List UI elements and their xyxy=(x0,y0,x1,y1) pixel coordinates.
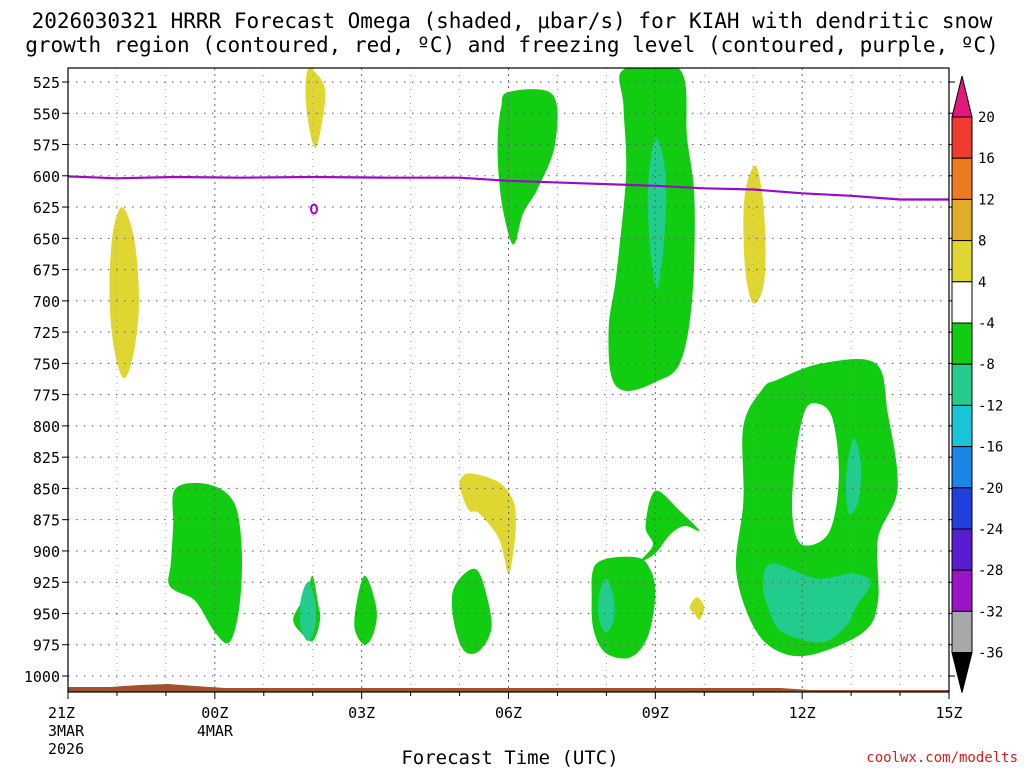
watermark: coolwx.com/modelts xyxy=(866,750,1018,766)
colorbar-label: -4 xyxy=(978,316,995,332)
omega-region-1 xyxy=(109,207,139,379)
colorbar-label: -8 xyxy=(978,357,995,373)
chart-title-line-2: growth region (contoured, red, ºC) and f… xyxy=(25,33,999,57)
omega-region-16 xyxy=(598,578,615,633)
y-tick-label: 575 xyxy=(33,137,60,155)
terrain xyxy=(68,684,949,692)
colorbar-label: -12 xyxy=(978,398,1003,414)
colorbar-swatch xyxy=(951,569,973,612)
y-tick-label: 625 xyxy=(33,199,60,217)
y-tick-label: 975 xyxy=(33,637,60,655)
omega-region-2 xyxy=(305,68,326,149)
colorbar-label: 12 xyxy=(978,192,995,208)
plot-area xyxy=(67,67,950,693)
colorbar-swatch xyxy=(951,281,973,324)
y-tick-label: 800 xyxy=(33,418,60,436)
x-tick-label: 21Z xyxy=(48,704,75,722)
y-tick-label: 850 xyxy=(33,480,60,498)
colorbar-label: -16 xyxy=(978,440,1003,456)
y-tick-label: 775 xyxy=(33,387,60,405)
colorbar-label: -36 xyxy=(978,646,1003,662)
colorbar-swatch xyxy=(951,610,973,654)
chart-title-line-1: 2026030321 HRRR Forecast Omega (shaded, … xyxy=(32,9,993,33)
x-tick-year: 2026 xyxy=(48,740,84,758)
omega-region-15 xyxy=(299,582,317,641)
x-tick-date: 3MAR xyxy=(48,722,85,740)
colorbar-label: -32 xyxy=(978,604,1003,620)
x-tick-label: 06Z xyxy=(495,704,522,722)
colorbar-swatch xyxy=(951,446,973,489)
omega-region-3 xyxy=(459,473,516,574)
omega-region-20 xyxy=(792,403,839,546)
x-tick-label: 15Z xyxy=(935,704,962,722)
x-tick-label: 09Z xyxy=(642,704,669,722)
omega-region-5 xyxy=(689,597,705,620)
y-tick-label: 1000 xyxy=(24,668,60,686)
colorbar-label: -28 xyxy=(978,563,1003,579)
colorbar-label: -24 xyxy=(978,522,1003,538)
colorbar-label: 20 xyxy=(978,110,995,126)
omega-region-8 xyxy=(451,568,492,654)
colorbar-swatch xyxy=(951,363,973,406)
y-tick-label: 525 xyxy=(33,74,60,92)
y-tick-label: 650 xyxy=(33,230,60,248)
y-tick-label: 600 xyxy=(33,168,60,186)
y-tick-label: 825 xyxy=(33,449,60,467)
y-tick-label: 675 xyxy=(33,262,60,280)
colorbar-swatch xyxy=(951,157,973,200)
freezing-level-marker xyxy=(310,203,318,215)
colorbar-swatch xyxy=(951,528,973,571)
x-axis-label: Forecast Time (UTC) xyxy=(401,747,618,768)
x-tick-label: 12Z xyxy=(789,704,816,722)
colorbar-swatch xyxy=(951,116,973,159)
colorbar-label: -20 xyxy=(978,481,1003,497)
x-tick-label: 00Z xyxy=(201,704,228,722)
omega-region-19 xyxy=(845,438,862,515)
colorbar-label: 4 xyxy=(978,275,986,291)
colorbar-swatch xyxy=(951,322,973,365)
x-tick-date: 4MAR xyxy=(197,722,234,740)
omega-region-18 xyxy=(762,563,871,643)
colorbar-swatch xyxy=(951,487,973,530)
colorbar-swatch xyxy=(951,404,973,448)
omega-region-4 xyxy=(743,165,766,304)
omega-region-13 xyxy=(354,575,377,645)
colorbar-bottom-arrow xyxy=(951,652,973,693)
freezing-level-line xyxy=(67,175,949,201)
y-tick-label: 725 xyxy=(33,324,60,342)
colorbar-swatch xyxy=(951,240,973,283)
colorbar-swatch xyxy=(951,198,973,242)
y-tick-label: 750 xyxy=(33,355,60,373)
y-tick-label: 550 xyxy=(33,105,60,123)
omega-region-12 xyxy=(640,490,700,562)
y-tick-label: 925 xyxy=(33,574,60,592)
y-tick-label: 700 xyxy=(33,293,60,311)
colorbar: 20 16 12 8 4 -4 -8 -12 -16 -20 -24 -28 -32 -36 xyxy=(951,75,1003,693)
x-tick-label: 03Z xyxy=(348,704,375,722)
y-tick-label: 900 xyxy=(33,543,60,561)
colorbar-label: 8 xyxy=(978,234,986,250)
y-tick-label: 875 xyxy=(33,512,60,530)
y-tick-label: 950 xyxy=(33,605,60,623)
omega-region-9 xyxy=(497,89,558,245)
omega-region-6 xyxy=(168,482,243,644)
colorbar-label: 16 xyxy=(978,151,995,167)
